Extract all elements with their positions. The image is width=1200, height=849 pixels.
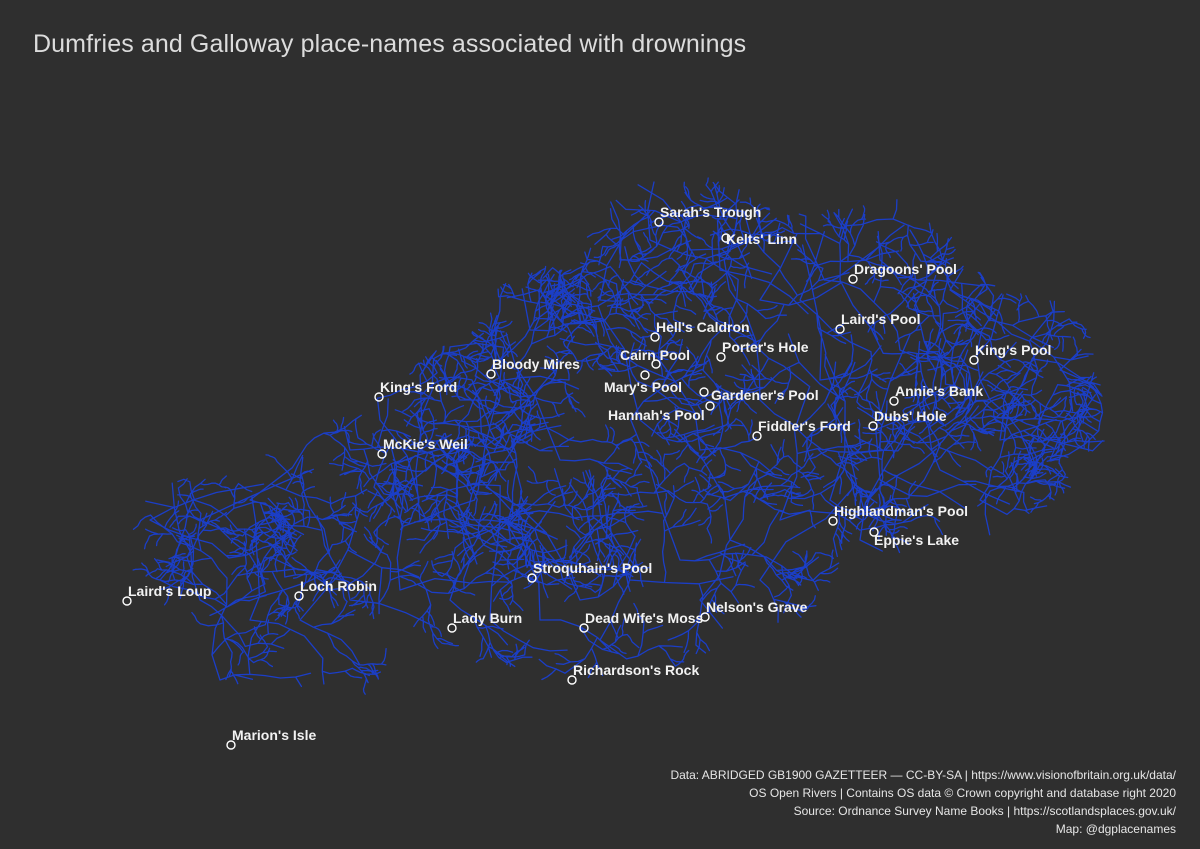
place-label: Highlandman's Pool [834, 503, 968, 519]
place-marker-icon [567, 675, 577, 685]
map-title: Dumfries and Galloway place-names associ… [33, 30, 747, 58]
place-dubs-hole: Dubs' Hole [868, 408, 947, 431]
place-marker-icon [828, 516, 838, 526]
place-marker-icon [721, 233, 731, 243]
place-label: Dragoons' Pool [854, 261, 957, 277]
place-label: King's Pool [975, 342, 1051, 358]
place-label: Eppie's Lake [874, 532, 959, 548]
place-bloody-mires: Bloody Mires [486, 356, 580, 379]
credit-name-books: Source: Ordnance Survey Name Books | htt… [793, 804, 1176, 818]
place-label: Hell's Caldron [656, 319, 750, 335]
place-marker-icon [640, 370, 650, 380]
place-king-s-pool: King's Pool [969, 342, 1051, 365]
place-mckie-s-weil: McKie's Weil [377, 436, 468, 459]
place-label: Laird's Loup [128, 583, 211, 599]
place-marker-icon [650, 332, 660, 342]
place-hannah-s-pool: Hannah's Pool [608, 401, 715, 423]
place-markers: Sarah's Trough Kelts' Linn Dragoons' Pool L… [122, 204, 1051, 750]
place-label: Nelson's Grave [706, 599, 808, 615]
place-label: Cairn Pool [620, 347, 690, 363]
place-marker-icon [377, 449, 387, 459]
place-marker-icon [447, 623, 457, 633]
credit-rivers: OS Open Rivers | Contains OS data © Crow… [749, 786, 1176, 800]
place-loch-robin: Loch Robin [294, 578, 377, 601]
place-label: Bloody Mires [492, 356, 580, 372]
place-marker-icon [579, 623, 589, 633]
place-marker-icon [486, 369, 496, 379]
place-label: McKie's Weil [383, 436, 468, 452]
place-eppie-s-lake: Eppie's Lake [869, 527, 959, 548]
place-label: Fiddler's Ford [758, 418, 851, 434]
place-highlandman-s-pool: Highlandman's Pool [828, 503, 968, 526]
place-marker-icon [969, 355, 979, 365]
place-marker-icon [226, 740, 236, 750]
place-marker-icon [294, 591, 304, 601]
place-dead-wife-s-moss: Dead Wife's Moss [579, 610, 704, 633]
place-marker-icon [848, 274, 858, 284]
place-marion-s-isle: Marion's Isle [226, 727, 316, 750]
place-label: Stroquhain's Pool [533, 560, 652, 576]
place-annie-s-bank: Annie's Bank [889, 383, 983, 406]
place-hell-s-caldron: Hell's Caldron [650, 319, 750, 342]
credit-data-source: Data: ABRIDGED GB1900 GAZETTEER — CC-BY-… [670, 768, 1176, 782]
place-fiddler-s-ford: Fiddler's Ford [752, 418, 851, 441]
place-cairn-pool: Cairn Pool [620, 347, 690, 369]
place-richardson-s-rock: Richardson's Rock [567, 662, 699, 685]
place-label: Kelts' Linn [726, 231, 797, 247]
place-label: Annie's Bank [895, 383, 983, 399]
credits: Data: ABRIDGED GB1900 GAZETTEER — CC-BY-… [670, 766, 1176, 838]
place-marker-icon [122, 596, 132, 606]
place-marker-icon [700, 612, 710, 622]
place-marker-icon [868, 421, 878, 431]
place-label: Dubs' Hole [874, 408, 947, 424]
place-king-s-ford: King's Ford [374, 379, 457, 402]
place-label: Dead Wife's Moss [585, 610, 704, 626]
place-dragoons-pool: Dragoons' Pool [848, 261, 957, 284]
place-marker-icon [889, 396, 899, 406]
place-sarah-s-trough: Sarah's Trough [654, 204, 761, 227]
place-marker-icon [716, 352, 726, 362]
place-stroquhain-s-pool: Stroquhain's Pool [527, 560, 652, 583]
place-marker-icon [705, 401, 715, 411]
place-marker-icon [869, 527, 879, 537]
place-kelts-linn: Kelts' Linn [721, 231, 797, 247]
place-label: Sarah's Trough [660, 204, 761, 220]
river-network [132, 177, 1105, 695]
place-marker-icon [699, 387, 709, 397]
place-lady-burn: Lady Burn [447, 610, 522, 633]
place-marker-icon [835, 324, 845, 334]
place-label: Marion's Isle [232, 727, 316, 743]
place-label: Hannah's Pool [608, 407, 705, 423]
place-label: Richardson's Rock [573, 662, 699, 678]
place-marker-icon [527, 573, 537, 583]
place-laird-s-pool: Laird's Pool [835, 311, 921, 334]
place-porter-s-hole: Porter's Hole [716, 339, 809, 362]
place-mary-s-pool: Mary's Pool [604, 370, 682, 395]
river-lines [132, 177, 1105, 695]
place-label: Lady Burn [453, 610, 522, 626]
place-gardener-s-pool: Gardener's Pool [699, 387, 819, 403]
place-nelson-s-grave: Nelson's Grave [700, 599, 808, 622]
place-marker-icon [374, 392, 384, 402]
place-label: Mary's Pool [604, 379, 682, 395]
place-label: Laird's Pool [841, 311, 921, 327]
place-marker-icon [654, 217, 664, 227]
place-label: Porter's Hole [722, 339, 809, 355]
credit-map-author: Map: @dgplacenames [1055, 822, 1176, 836]
place-label: King's Ford [380, 379, 457, 395]
place-laird-s-loup: Laird's Loup [122, 583, 211, 606]
place-marker-icon [651, 359, 661, 369]
place-marker-icon [752, 431, 762, 441]
place-label: Gardener's Pool [711, 387, 819, 403]
place-label: Loch Robin [300, 578, 377, 594]
